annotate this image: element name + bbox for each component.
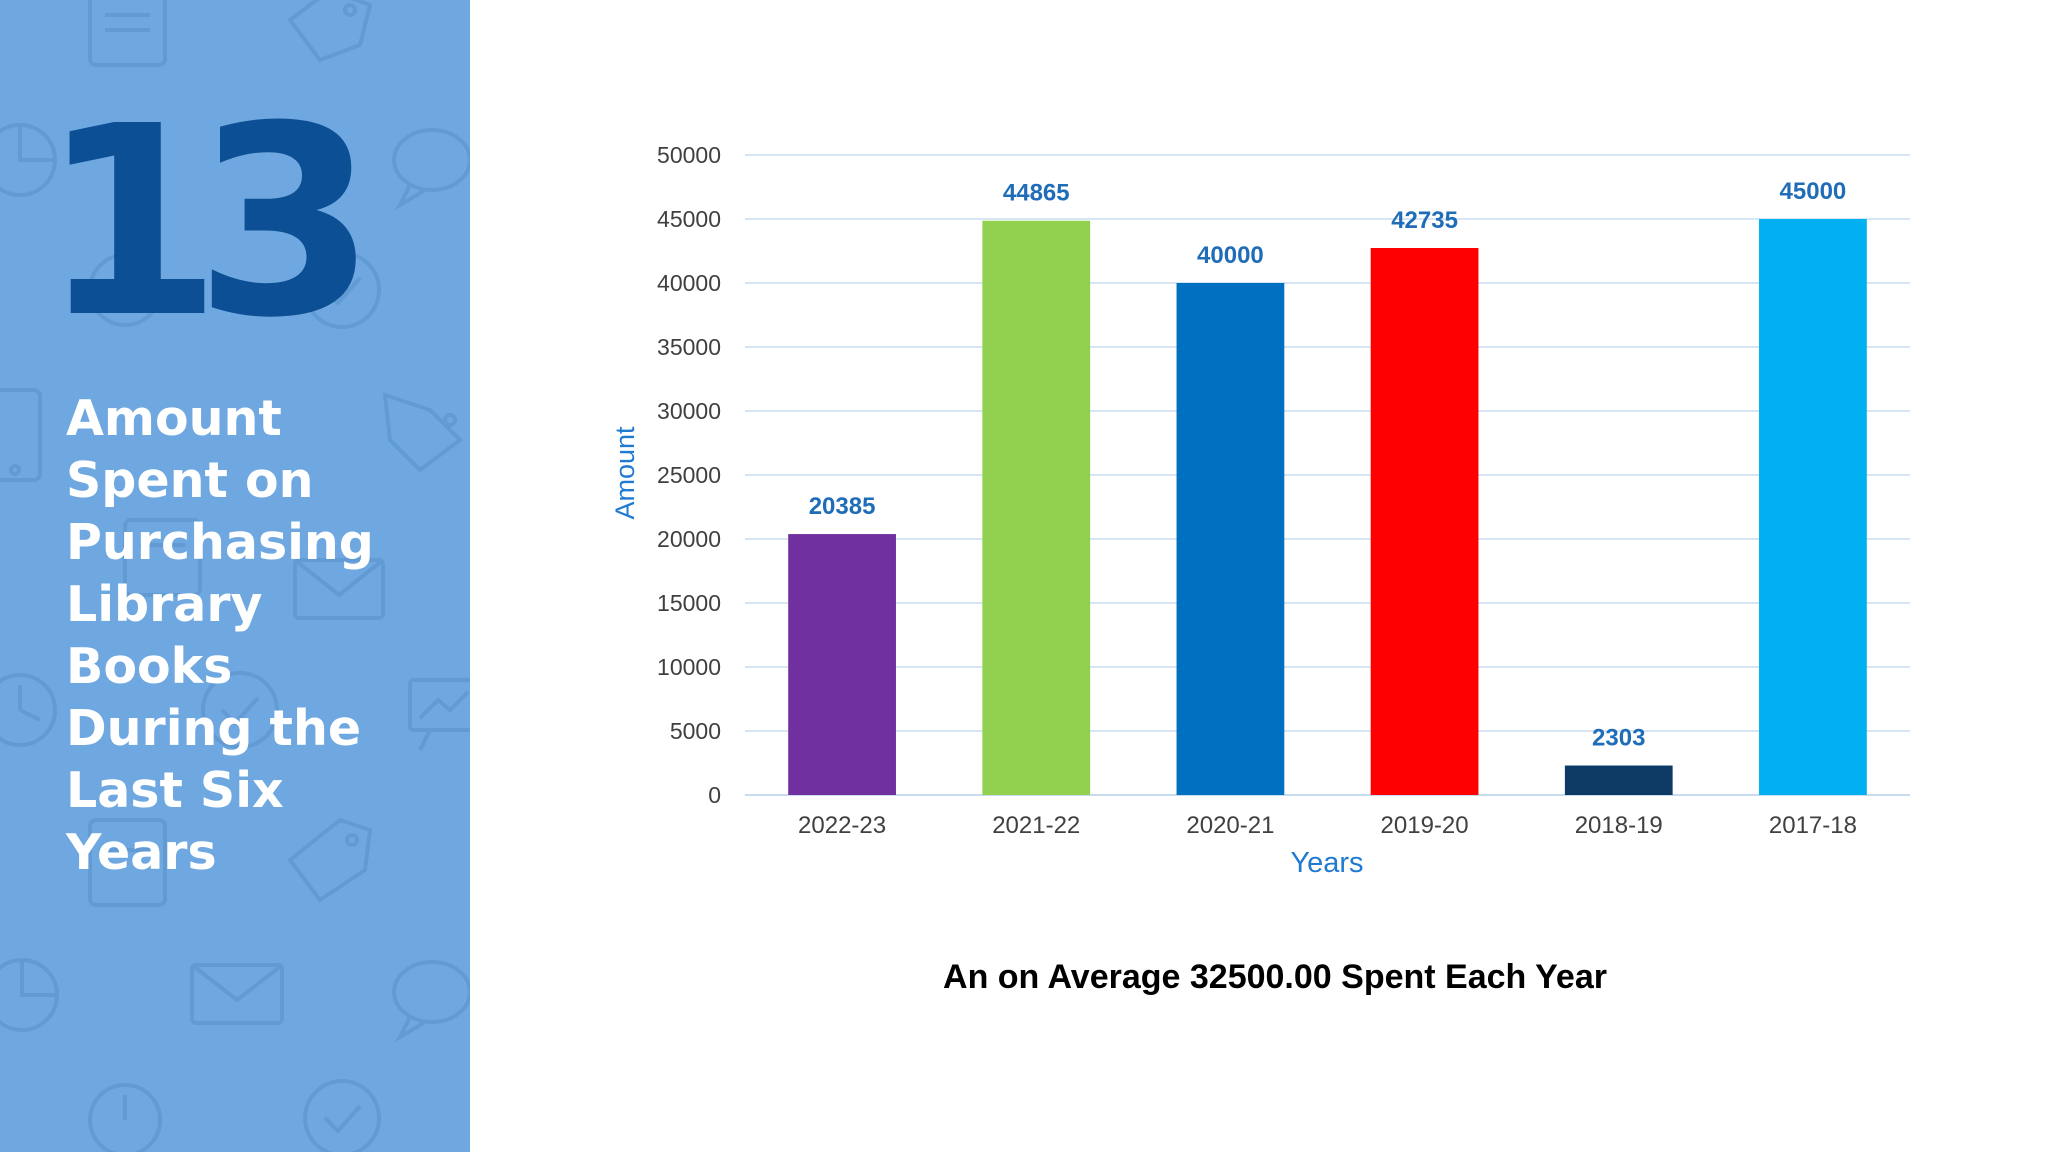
document-icon — [88, 818, 167, 907]
x-tick-labels: 2022-23 2021-22 2020-21 2019-20 2018-19 2017-… — [798, 812, 1857, 839]
tag-icon — [287, 817, 373, 903]
average-summary: An on Average 32500.00 Spent Each Year — [943, 958, 1607, 996]
bar-chart: 0 5000 10000 15000 20000 25000 30000 35000 40000… — [610, 142, 1910, 879]
tablet-icon — [0, 388, 42, 482]
bar-2022-23 — [788, 534, 896, 795]
data-labels: 20385 44865 40000 42735 2303 45000 — [809, 178, 1847, 752]
y-tick-label: 40000 — [657, 270, 721, 296]
x-tick-label: 2020-21 — [1186, 812, 1274, 839]
bar-2019-20 — [1370, 247, 1479, 795]
bar-2020-21 — [1176, 283, 1285, 795]
clock-icon — [0, 673, 57, 747]
bars — [788, 219, 1867, 795]
y-tick-label: 15000 — [657, 590, 721, 616]
envelope-icon — [293, 558, 385, 620]
envelope-icon — [190, 963, 284, 1025]
y-tick-label: 50000 — [657, 142, 721, 168]
data-label: 40000 — [1197, 242, 1264, 269]
y-tick-label: 0 — [708, 782, 721, 808]
x-tick-label: 2019-20 — [1381, 812, 1469, 839]
clock-icon — [88, 253, 162, 327]
speech-bubble-icon — [392, 128, 470, 211]
gridlines — [745, 154, 1910, 796]
data-label: 2303 — [1592, 725, 1645, 752]
bar-2021-22 — [982, 220, 1091, 795]
x-tick-label: 2017-18 — [1769, 812, 1857, 839]
slide-title: Amount Spent on Purchasing Library Books… — [66, 390, 374, 881]
y-tick-label: 45000 — [657, 206, 721, 232]
y-tick-label: 20000 — [657, 526, 721, 552]
x-tick-label: 2022-23 — [798, 812, 886, 839]
data-label: 42735 — [1391, 207, 1458, 234]
x-tick-label: 2018-19 — [1575, 812, 1663, 839]
checkmark-circle-icon — [303, 251, 381, 329]
chart-pie-icon — [0, 122, 58, 197]
x-axis-title: Years — [1290, 847, 1363, 879]
y-tick-label: 10000 — [657, 654, 721, 680]
background-icons — [0, 0, 470, 1152]
checkmark-circle-icon — [303, 1079, 381, 1152]
data-label: 44865 — [1003, 180, 1070, 207]
presentation-icon — [408, 678, 470, 751]
y-tick-label: 5000 — [670, 718, 721, 744]
y-axis-title: Amount — [610, 426, 640, 520]
y-tick-labels: 0 5000 10000 15000 20000 25000 30000 35000 40000… — [657, 142, 721, 808]
bar-2018-19 — [1564, 765, 1673, 795]
checkmark-circle-icon — [201, 671, 279, 749]
slide-number: 13 — [40, 70, 377, 375]
clock-icon — [88, 1083, 162, 1152]
tag-icon — [287, 0, 373, 63]
y-tick-label: 35000 — [657, 334, 721, 360]
y-tick-label: 25000 — [657, 462, 721, 488]
chart-pie-icon — [0, 957, 60, 1032]
bar-2017-18 — [1759, 219, 1867, 795]
y-tick-label: 30000 — [657, 398, 721, 424]
tag-icon — [382, 392, 464, 473]
left-panel: 13 Amount Spent on Purchasing Library Bo… — [0, 0, 470, 1152]
x-tick-label: 2021-22 — [992, 812, 1080, 839]
data-label: 45000 — [1780, 178, 1847, 205]
data-label: 20385 — [809, 493, 876, 520]
speech-bubble-icon — [392, 960, 470, 1043]
document-icon — [123, 518, 202, 597]
document-icon — [88, 0, 167, 67]
